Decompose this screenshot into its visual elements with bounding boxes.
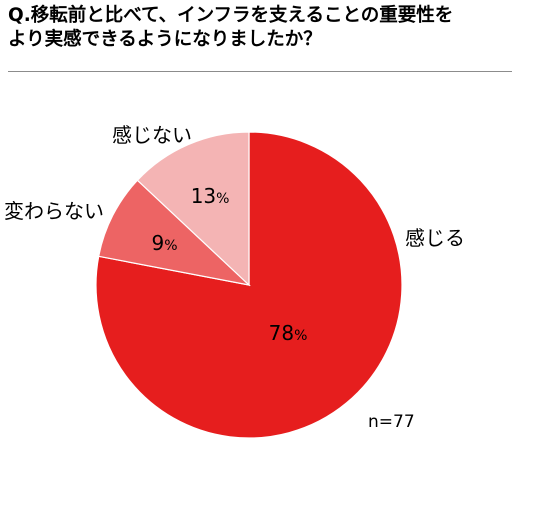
sample-size-note: n=77 [368,412,415,432]
title-divider [8,71,512,72]
chart-title-line-2: より実感できるようになりましたか？ [8,29,322,50]
pie-slice-2 [98,179,251,286]
pie-slice-3 [136,131,250,287]
pie-category-label-1: 感じる [405,226,465,250]
chart-title: Q.移転前と比べて、インフラを支えることの重要性を より実感できるようになりまし… [8,4,528,52]
pie-category-label-3: 感じない [112,123,192,147]
pie-category-label-2: 変わらない [4,199,104,223]
chart-title-line-1: Q.移転前と比べて、インフラを支えることの重要性を [8,5,454,26]
pie-slice-1 [95,131,403,439]
